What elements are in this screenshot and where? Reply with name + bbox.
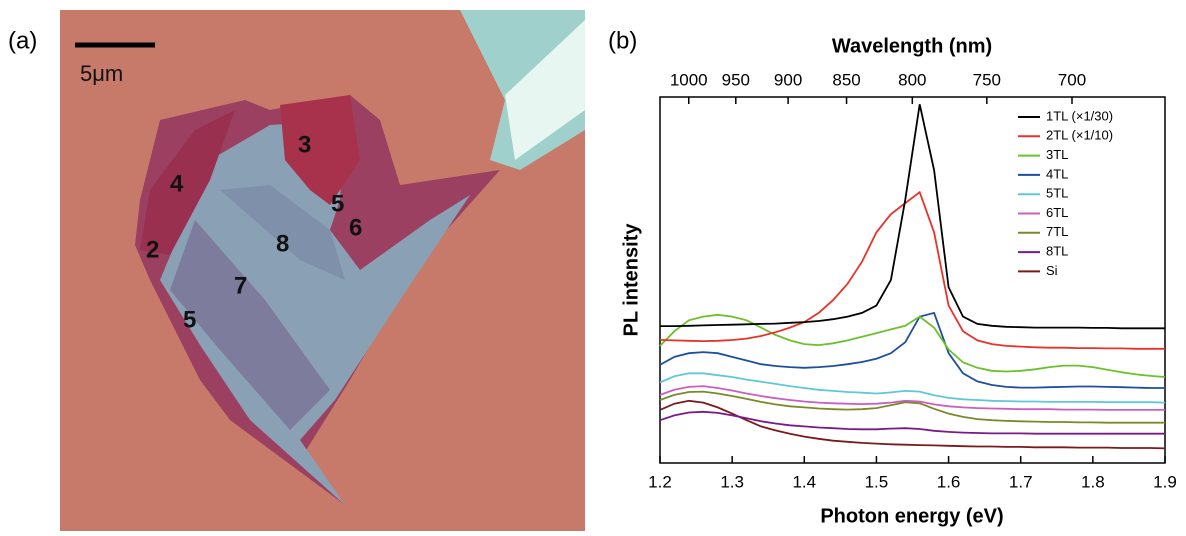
x-tick-label: 1.6	[937, 472, 961, 491]
spectrum-line	[659, 190, 1165, 350]
x-tick-label: 1.2	[648, 472, 672, 491]
layer-label: 2	[146, 236, 159, 263]
panel-label: (b)	[608, 27, 637, 54]
flake-region	[140, 110, 235, 255]
spectrum-line	[659, 385, 1165, 411]
micrograph: 5μm 3 4 5 6 2 8 7 5	[60, 10, 585, 531]
x2-tick-label: 700	[1058, 70, 1086, 89]
flake-edge	[505, 20, 585, 160]
legend-label: 2TL (×1/10)	[1046, 128, 1113, 143]
x2-axis-title: Wavelength (nm)	[832, 35, 992, 57]
scale-bar-label: 5μm	[80, 61, 123, 86]
x-tick-label: 1.8	[1081, 472, 1105, 491]
legend-label: 1TL (×1/30)	[1046, 108, 1113, 123]
x-tick-label: 1.3	[720, 472, 744, 491]
flake-region	[280, 95, 360, 205]
x2-tick-label: 850	[832, 70, 860, 89]
x2-tick-label: 750	[973, 70, 1001, 89]
x-tick-label: 1.9	[1153, 472, 1177, 491]
layer-label: 6	[349, 214, 362, 241]
layer-label: 8	[276, 230, 289, 257]
legend-label: 6TL	[1046, 205, 1068, 220]
legend-label: 5TL	[1046, 186, 1068, 201]
layer-label: 5	[331, 190, 344, 217]
legend-label: 3TL	[1046, 147, 1068, 162]
panel-label: (a)	[8, 27, 37, 54]
legend-label: Si	[1046, 263, 1058, 278]
spectrum-line	[659, 313, 1166, 378]
spectrum-line	[659, 410, 1165, 435]
x2-tick-label: 950	[722, 70, 750, 89]
x-tick-label: 1.4	[792, 472, 816, 491]
spectrum-line	[659, 372, 1166, 404]
legend-label: 7TL	[1046, 224, 1068, 239]
x-axis-title: Photon energy (eV)	[820, 505, 1003, 527]
x2-tick-label: 1000	[670, 70, 708, 89]
flake-region	[170, 220, 330, 430]
layer-label: 3	[298, 131, 311, 158]
x2-tick-label: 900	[774, 70, 802, 89]
spectrum-line	[659, 390, 1165, 424]
legend-label: 4TL	[1046, 166, 1068, 181]
y-axis-title: PL intensity	[620, 223, 642, 337]
layer-label: 4	[170, 170, 184, 197]
layer-label: 7	[234, 272, 247, 299]
x-tick-label: 1.5	[865, 472, 889, 491]
layer-label: 5	[183, 306, 196, 333]
x-tick-label: 1.7	[1009, 472, 1033, 491]
spectrum-line	[659, 311, 1165, 389]
legend-label: 8TL	[1046, 244, 1068, 259]
flake-region	[220, 185, 345, 280]
flake-region	[160, 120, 470, 505]
x2-tick-label: 800	[898, 70, 926, 89]
spectrum-line	[660, 104, 1165, 330]
spectrum-line	[659, 399, 1166, 450]
